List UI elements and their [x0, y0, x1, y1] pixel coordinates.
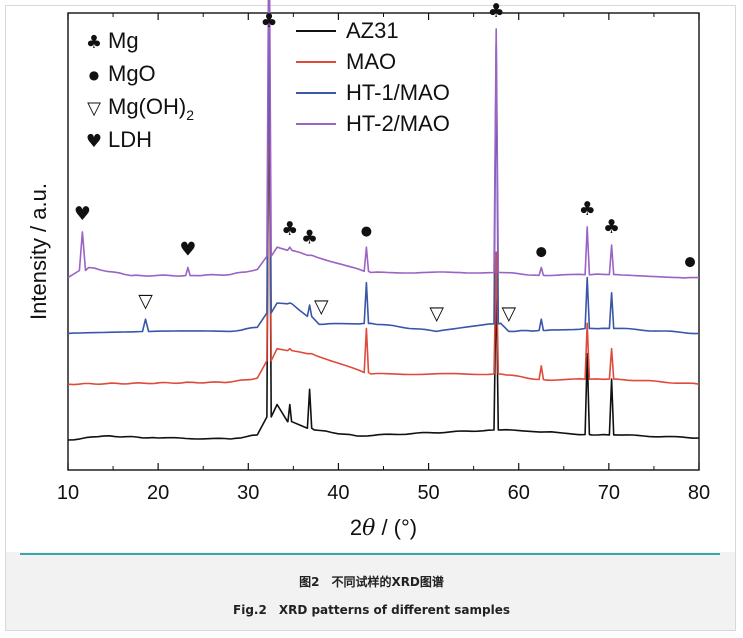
- peak-marker-mg: ♣: [488, 0, 505, 22]
- peak-marker-mg: ♣: [301, 226, 318, 248]
- peak-marker-mg: ♣: [281, 218, 298, 240]
- phase-key-symbol: ♣: [86, 32, 102, 53]
- caption-chinese: 图2 不同试样的XRD图谱: [299, 575, 444, 589]
- peak-marker-ldh: ♥: [179, 238, 196, 260]
- phase-key: ♣ Mg ● MgO ▽ Mg(OH)2 ♥ LDH: [86, 28, 194, 152]
- phase-key-label: LDH: [108, 127, 152, 152]
- peak-marker-ldh: ♥: [74, 203, 91, 225]
- caption-english: Fig.2 XRD patterns of different samples: [233, 603, 510, 617]
- figure-frame: [5, 5, 736, 631]
- trace-ht-2-mao: [67, 0, 699, 279]
- legend: AZ31 MAO HT-1/MAO HT-2/MAO: [296, 18, 450, 136]
- phase-key-symbol: ▽: [87, 98, 101, 119]
- x-tick-label: 70: [598, 482, 620, 504]
- x-tick-label: 80: [688, 482, 710, 504]
- trace-mao: [67, 28, 700, 386]
- phase-key-label: Mg: [108, 28, 139, 53]
- phase-key-label: MgO: [108, 61, 156, 86]
- legend-label: MAO: [346, 49, 396, 74]
- trace-ht-1-mao: [67, 0, 700, 335]
- legend-label: HT-2/MAO: [346, 111, 450, 136]
- peak-marker-mgo: ●: [361, 224, 372, 239]
- caption-area: [6, 552, 735, 630]
- peak-marker-mgoh2: ▽: [501, 302, 516, 324]
- legend-label: HT-1/MAO: [346, 80, 450, 105]
- peak-marker-mg: ♣: [603, 216, 620, 238]
- axes: 10 20 30 40 50 60 70 80 2θ / (°) Intensity / a.u.: [26, 12, 710, 541]
- peak-marker-mgoh2: ▽: [429, 302, 444, 324]
- peak-marker-mg: ♣: [579, 198, 596, 220]
- peak-marker-mgoh2: ▽: [138, 290, 153, 312]
- phase-key-symbol: ♥: [86, 131, 102, 152]
- x-tick-label: 10: [57, 482, 79, 504]
- peak-marker-mgo: ●: [536, 244, 547, 259]
- legend-label: AZ31: [346, 18, 399, 43]
- peak-marker-mgo: ●: [684, 255, 695, 270]
- y-axis-title: Intensity / a.u.: [26, 183, 51, 320]
- traces: [67, 0, 700, 441]
- peak-markers: ♥♥♣♣ ♣ ●♣●♣♣●▽ ▽ ▽ ▽: [74, 0, 696, 324]
- caption-divider: [20, 553, 720, 555]
- x-tick-label: 40: [327, 482, 349, 504]
- x-tick-label: 50: [417, 482, 439, 504]
- trace-az31: [67, 18, 700, 441]
- xrd-chart: 10 20 30 40 50 60 70 80 2θ / (°) Intensity / a.u.…: [26, 0, 710, 541]
- x-axis-title: 2θ / (°): [350, 515, 417, 541]
- peak-marker-mg: ♣: [260, 10, 277, 32]
- x-tick-label: 30: [237, 482, 259, 504]
- peak-marker-mgoh2: ▽: [314, 295, 329, 317]
- phase-key-symbol: ●: [89, 68, 99, 82]
- x-tick-label: 60: [508, 482, 530, 504]
- phase-key-label: Mg(OH)2: [108, 94, 194, 123]
- x-tick-label: 20: [147, 482, 169, 504]
